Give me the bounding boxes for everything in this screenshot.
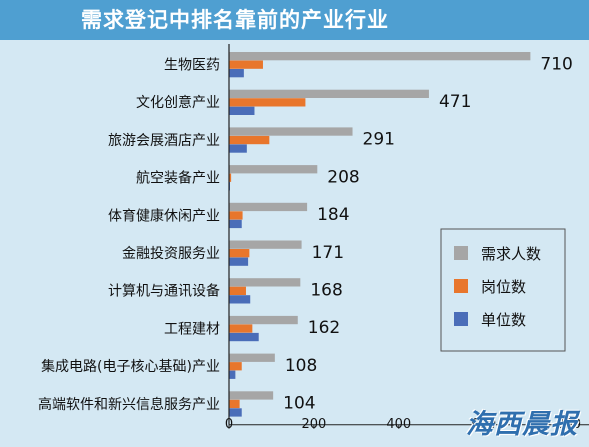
bar-units <box>229 219 242 229</box>
data-label: 208 <box>327 167 359 187</box>
category-label: 高端软件和新兴信息服务产业 <box>38 396 220 413</box>
bar-demand <box>229 391 274 400</box>
category-label: 集成电路(电子核心基础)产业 <box>41 358 220 375</box>
bar-units <box>229 295 251 304</box>
legend-label: 需求人数 <box>481 245 541 263</box>
category-label: 航空装备产业 <box>136 170 220 187</box>
legend-swatch <box>454 312 468 326</box>
watermark-logo: 海西晨报 <box>458 406 586 444</box>
bar-positions <box>229 135 270 145</box>
bar-positions <box>229 324 253 333</box>
data-label: 710 <box>540 54 572 74</box>
data-label: 104 <box>283 394 315 414</box>
legend-swatch <box>454 246 468 260</box>
data-label: 184 <box>317 205 349 225</box>
bar-units <box>229 144 247 153</box>
data-label: 471 <box>439 92 471 112</box>
bar-positions <box>229 60 263 69</box>
x-tick-label: 600 <box>471 417 496 432</box>
category-label: 体育健康休闲产业 <box>108 207 220 224</box>
bar-demand <box>229 52 531 61</box>
bars-layer: 生物医药 710 文化创意产业 471 旅游会展酒店产业 291 航空装备产业 208 体育健康… <box>38 52 573 417</box>
bar-demand <box>229 165 318 174</box>
x-tick-label: 400 <box>386 417 411 432</box>
category-label: 旅游会展酒店产业 <box>108 133 220 149</box>
bar-demand <box>229 240 302 249</box>
chart-title: 需求登记中排名靠前的产业行业 <box>81 8 389 32</box>
legend-label: 岗位数 <box>481 278 526 296</box>
bar-positions <box>229 98 306 107</box>
bar-demand <box>229 278 301 287</box>
title-bar: 需求登记中排名靠前的产业行业 <box>0 0 589 40</box>
bar-units <box>229 106 255 115</box>
bar-units <box>229 370 236 379</box>
bar-units <box>229 332 259 342</box>
legend-swatch <box>454 279 468 293</box>
bar-units <box>229 257 249 266</box>
bar-units <box>229 408 242 417</box>
category-label: 文化创意产业 <box>136 94 220 111</box>
legend-label: 单位数 <box>481 311 526 329</box>
x-tick-label: 800 <box>556 417 581 432</box>
category-label: 工程建材 <box>164 321 220 337</box>
bar-positions <box>229 399 240 409</box>
bar-positions <box>229 173 232 182</box>
data-label: 168 <box>310 281 342 301</box>
data-label: 162 <box>308 318 340 338</box>
category-label: 金融投资服务业 <box>122 246 220 262</box>
x-tick-label: 200 <box>301 417 326 432</box>
bar-positions <box>229 286 246 295</box>
bar-demand <box>229 315 298 325</box>
data-label: 291 <box>363 130 395 150</box>
bar-positions <box>229 211 243 220</box>
x-tick-label: 0 <box>225 417 233 432</box>
bar-demand <box>229 353 275 362</box>
bar-positions <box>229 362 242 371</box>
x-axis: 0 200 400 600 800 <box>225 44 589 432</box>
category-label: 生物医药 <box>164 57 220 73</box>
watermark-text: 海西晨报 <box>466 409 578 440</box>
bar-demand <box>229 89 429 98</box>
data-label: 171 <box>312 243 344 263</box>
data-label: 108 <box>285 356 317 376</box>
category-label: 计算机与通讯设备 <box>108 283 220 300</box>
bar-units <box>229 69 244 78</box>
bar-demand <box>229 202 308 212</box>
bar-demand <box>229 127 353 136</box>
bar-positions <box>229 249 250 258</box>
